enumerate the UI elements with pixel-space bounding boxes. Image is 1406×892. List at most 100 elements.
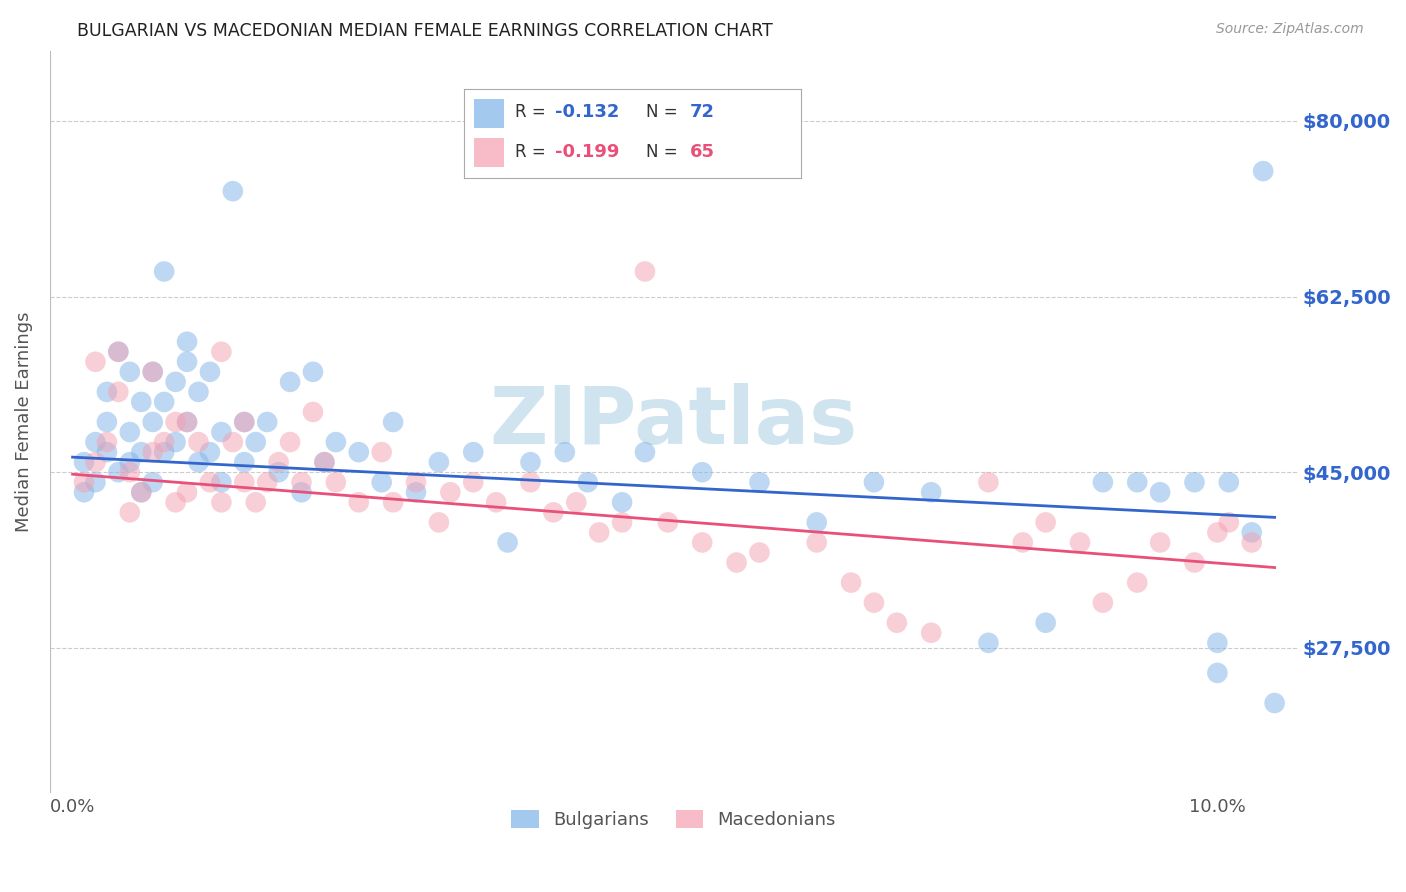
Point [153, 395, 176, 409]
Point [806, 535, 828, 549]
Text: -0.132: -0.132 [555, 103, 620, 121]
Text: BULGARIAN VS MACEDONIAN MEDIAN FEMALE EARNINGS CORRELATION CHART: BULGARIAN VS MACEDONIAN MEDIAN FEMALE EA… [77, 22, 773, 40]
Point [1240, 525, 1263, 540]
Point [142, 475, 165, 490]
Point [725, 556, 748, 570]
Text: -0.199: -0.199 [555, 143, 620, 161]
Point [748, 545, 770, 559]
Point [129, 485, 152, 500]
Point [748, 475, 770, 490]
Point [690, 535, 713, 549]
Point [233, 415, 256, 429]
Point [463, 445, 485, 459]
Point [142, 415, 165, 429]
Point [1149, 485, 1171, 500]
Point [129, 485, 152, 500]
Point [107, 344, 129, 359]
Point [463, 475, 485, 490]
Point [176, 415, 198, 429]
Point [290, 485, 312, 500]
Point [1184, 475, 1206, 490]
Text: 65: 65 [690, 143, 716, 161]
Point [256, 475, 278, 490]
Point [610, 516, 633, 530]
Point [543, 505, 565, 519]
Point [84, 435, 107, 450]
Point [1218, 475, 1240, 490]
Point [142, 365, 165, 379]
Point [382, 415, 405, 429]
Text: Source: ZipAtlas.com: Source: ZipAtlas.com [1216, 22, 1364, 37]
Point [370, 475, 392, 490]
Point [176, 415, 198, 429]
Text: N =: N = [647, 103, 683, 121]
Point [187, 435, 209, 450]
Point [118, 505, 141, 519]
Point [222, 435, 245, 450]
Point [1149, 535, 1171, 549]
Point [519, 475, 541, 490]
Point [863, 596, 886, 610]
Point [427, 516, 450, 530]
Point [233, 415, 256, 429]
Point [245, 495, 267, 509]
Point [165, 375, 187, 389]
Point [209, 425, 232, 439]
Point [198, 365, 221, 379]
Point [73, 485, 96, 500]
Point [302, 405, 325, 419]
Point [806, 516, 828, 530]
Point [153, 264, 176, 278]
Point [1206, 665, 1229, 680]
Point [1240, 535, 1263, 549]
Point [565, 495, 588, 509]
Point [314, 455, 336, 469]
Point [863, 475, 886, 490]
Point [278, 435, 301, 450]
Point [1091, 475, 1114, 490]
Point [118, 365, 141, 379]
Point [588, 525, 610, 540]
Point [187, 455, 209, 469]
Point [187, 384, 209, 399]
Y-axis label: Median Female Earnings: Median Female Earnings [15, 312, 32, 533]
Text: R =: R = [515, 143, 551, 161]
Point [554, 445, 576, 459]
Point [118, 465, 141, 479]
Point [129, 395, 152, 409]
Text: N =: N = [647, 143, 683, 161]
Point [977, 636, 1000, 650]
Point [485, 495, 508, 509]
Point [634, 264, 657, 278]
Point [610, 495, 633, 509]
Point [1126, 475, 1149, 490]
Point [1035, 615, 1057, 630]
Text: R =: R = [515, 103, 551, 121]
Point [107, 465, 129, 479]
Point [405, 475, 427, 490]
Point [347, 445, 370, 459]
Point [73, 475, 96, 490]
Point [142, 445, 165, 459]
Point [118, 455, 141, 469]
Text: ZIPatlas: ZIPatlas [489, 383, 858, 461]
Point [84, 355, 107, 369]
Point [107, 384, 129, 399]
Point [73, 455, 96, 469]
Point [267, 455, 290, 469]
Point [1251, 164, 1274, 178]
Point [1069, 535, 1091, 549]
Point [209, 344, 232, 359]
Point [1218, 516, 1240, 530]
Point [96, 384, 118, 399]
Point [1206, 525, 1229, 540]
Point [690, 465, 713, 479]
Point [325, 475, 347, 490]
Point [245, 435, 267, 450]
Point [920, 625, 942, 640]
Point [176, 355, 198, 369]
Point [209, 475, 232, 490]
Point [920, 485, 942, 500]
Point [233, 455, 256, 469]
Point [278, 375, 301, 389]
